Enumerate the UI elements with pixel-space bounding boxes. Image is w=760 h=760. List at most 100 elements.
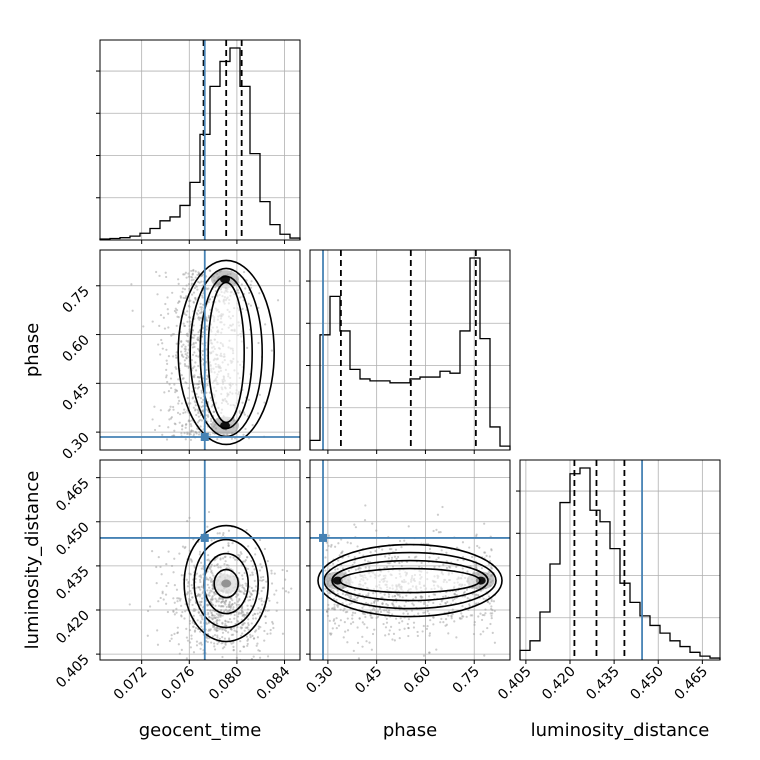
sample-point: [237, 603, 241, 606]
sample-point: [158, 274, 161, 277]
sample-point: [201, 331, 204, 334]
sample-point: [213, 564, 216, 567]
sample-point: [172, 408, 175, 411]
sample-point: [197, 415, 200, 418]
sample-point: [440, 617, 443, 620]
sample-point: [439, 531, 442, 534]
sample-point: [209, 629, 212, 632]
sample-point: [473, 620, 476, 624]
sample-point: [190, 637, 193, 640]
sample-point: [266, 632, 269, 635]
sample-point: [197, 339, 200, 342]
sample-point: [372, 607, 375, 610]
sample-point: [189, 438, 193, 442]
sample-point: [188, 330, 191, 333]
histogram-step: [99, 47, 301, 240]
sample-point: [387, 633, 390, 636]
sample-point: [182, 296, 185, 300]
sample-point: [335, 626, 338, 630]
sample-point: [159, 596, 162, 600]
sample-point: [166, 296, 169, 299]
sample-point: [175, 367, 178, 370]
sample-point: [373, 608, 376, 612]
sample-point: [239, 640, 242, 643]
sample-point: [192, 430, 195, 433]
sample-point: [331, 627, 334, 630]
sample-point: [428, 547, 432, 551]
x-axis-label: luminosity_distance: [531, 720, 710, 741]
sample-point: [461, 555, 465, 559]
sample-point: [333, 622, 337, 625]
sample-point: [403, 604, 406, 607]
sample-point: [384, 555, 387, 558]
sample-point: [194, 408, 197, 411]
sample-point: [398, 593, 401, 596]
sample-point: [259, 576, 263, 579]
sample-point: [416, 630, 419, 634]
sample-point: [260, 597, 263, 600]
sample-point: [223, 628, 226, 632]
sample-point: [165, 584, 168, 588]
sample-point: [245, 635, 249, 638]
sample-point: [206, 288, 209, 291]
sample-point: [493, 641, 497, 644]
sample-point: [327, 544, 330, 547]
sample-point: [211, 614, 214, 617]
sample-point: [356, 641, 360, 644]
sample-point: [484, 608, 487, 611]
sample-point: [422, 624, 425, 628]
sample-point: [232, 645, 235, 648]
sample-point: [352, 598, 355, 601]
sample-point: [432, 601, 435, 605]
sample-point: [429, 619, 432, 622]
sample-point: [271, 622, 275, 625]
sample-point: [190, 429, 193, 432]
sample-point: [435, 558, 438, 561]
sample-point: [180, 402, 184, 405]
sample-point: [455, 636, 458, 639]
sample-point: [218, 596, 221, 599]
sample-point: [192, 268, 195, 272]
sample-point: [413, 556, 417, 559]
sample-point: [246, 672, 248, 674]
sample-point: [259, 563, 262, 566]
sample-point: [183, 288, 187, 291]
sample-point: [487, 562, 491, 565]
sample-point: [207, 613, 210, 616]
sample-point: [340, 538, 343, 541]
sample-point: [490, 607, 493, 610]
sample-point: [206, 577, 209, 581]
sample-point: [249, 283, 252, 286]
sample-point: [412, 621, 416, 624]
sample-point: [205, 391, 208, 394]
sample-point: [190, 269, 193, 273]
sample-point: [371, 608, 374, 612]
sample-point: [356, 545, 359, 548]
sample-point: [251, 573, 254, 576]
sample-point: [177, 278, 180, 281]
sample-point: [186, 585, 190, 588]
sample-point: [353, 561, 356, 564]
panel-frame: [99, 249, 301, 451]
sample-point: [190, 282, 193, 285]
y-axis-label: luminosity_distance: [22, 471, 43, 650]
sample-point: [241, 623, 244, 626]
sample-point: [249, 636, 252, 639]
sample-point: [199, 588, 202, 591]
sample-point: [428, 595, 431, 598]
sample-point: [181, 424, 184, 427]
sample-point: [197, 331, 200, 334]
sample-point: [241, 574, 244, 577]
sample-point: [228, 609, 231, 612]
sample-point: [176, 597, 179, 600]
sample-point: [194, 284, 198, 287]
sample-point: [187, 387, 190, 390]
sample-point: [221, 546, 225, 549]
sample-point: [455, 565, 458, 568]
sample-point: [198, 431, 201, 434]
sample-point: [165, 438, 169, 441]
sample-point: [185, 356, 188, 359]
sample-point: [194, 430, 197, 434]
sample-point: [209, 598, 213, 601]
sample-point: [392, 632, 396, 635]
